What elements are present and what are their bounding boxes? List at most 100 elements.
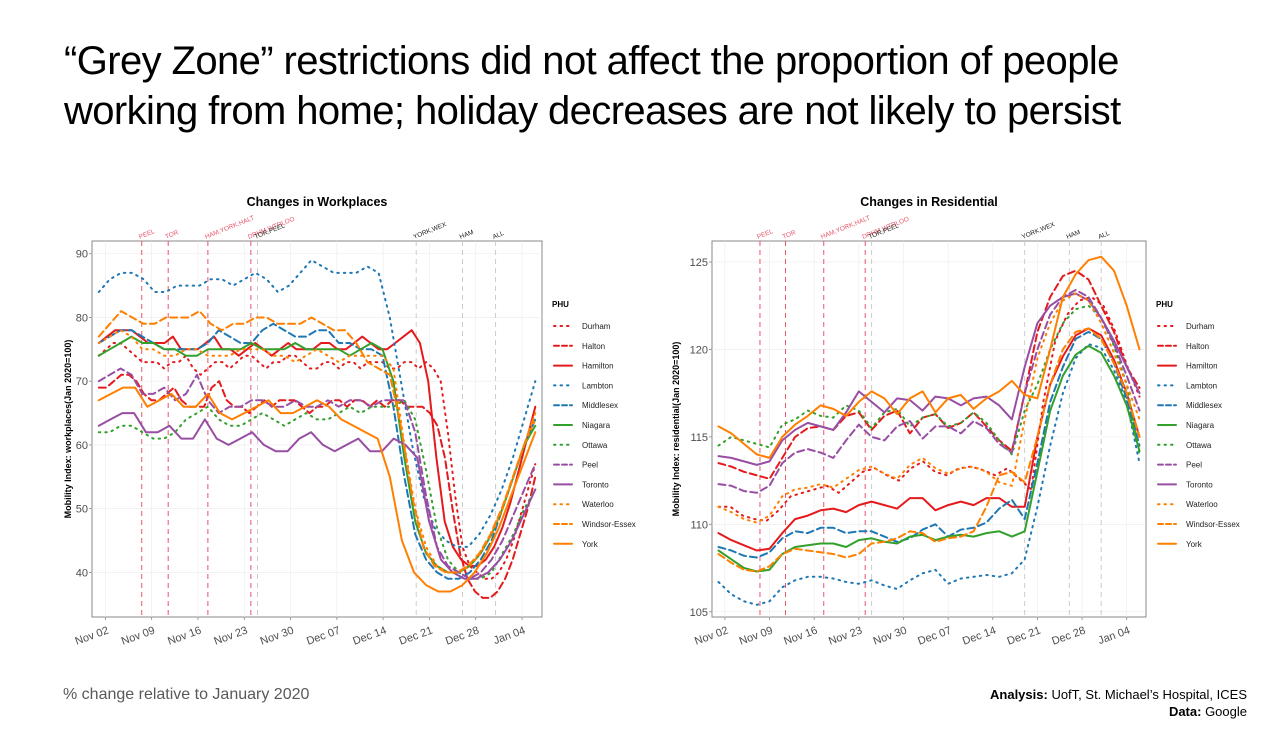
legend-label: Halton xyxy=(582,342,605,351)
legend-label: Ottawa xyxy=(582,441,608,450)
series-line-york xyxy=(97,386,537,593)
x-tick-label: Dec 21 xyxy=(1006,625,1043,648)
y-tick-label: 120 xyxy=(690,344,708,356)
event-label: HAM xyxy=(1065,229,1081,241)
x-tick-label: Dec 14 xyxy=(351,625,388,648)
slide-title-line-2: working from home; holiday decreases are… xyxy=(64,89,1121,133)
series-line-halton xyxy=(717,269,1141,480)
series-line-toronto xyxy=(97,412,537,580)
series-line-hamilton xyxy=(717,327,1141,552)
series-line-york xyxy=(717,255,1141,459)
legend-title: PHU xyxy=(1156,300,1173,309)
y-tick-label: 115 xyxy=(690,432,708,444)
legend-label: Niagara xyxy=(1186,421,1215,430)
analysis-credit: Analysis: UofT, St. Michael’s Hospital, … xyxy=(990,687,1247,702)
y-tick-label: 110 xyxy=(690,519,708,531)
event-label: PEEL xyxy=(138,228,156,241)
event-label: YORK,WEX xyxy=(412,221,448,241)
x-tick-label: Nov 09 xyxy=(120,625,157,648)
chart-title: Changes in Residential xyxy=(860,195,998,209)
plot-panel xyxy=(711,240,1147,618)
series-line-durham xyxy=(717,296,1141,522)
x-tick-label: Nov 23 xyxy=(212,625,249,648)
series-line-waterloo xyxy=(97,329,537,574)
series-line-ottawa xyxy=(97,399,537,580)
x-tick-label: Nov 16 xyxy=(782,625,819,648)
y-axis-label: Mobility Index: workplaces(Jan 2020=100) xyxy=(63,340,73,519)
legend-label: Toronto xyxy=(1186,480,1213,489)
legend-label: Waterloo xyxy=(582,500,614,509)
y-tick-label: 90 xyxy=(76,249,88,261)
event-label: HAM xyxy=(459,229,475,241)
series-line-windsor-essex xyxy=(97,310,537,574)
legend-label: York xyxy=(582,540,599,549)
y-axis-label: Mobility Index: residential(Jan 2020=100… xyxy=(671,342,681,517)
y-tick-label: 60 xyxy=(76,440,88,452)
legend-label: Windsor-Essex xyxy=(1186,520,1240,529)
x-tick-label: Nov 09 xyxy=(738,625,775,648)
event-label: PEEL xyxy=(756,228,774,241)
legend-label: Peel xyxy=(1186,461,1202,470)
slide-title-line-1: “Grey Zone” restrictions did not affect … xyxy=(64,39,1119,83)
series-line-peel xyxy=(97,367,537,580)
legend-label: Peel xyxy=(582,461,598,470)
legend-label: York xyxy=(1186,540,1203,549)
x-tick-label: Dec 28 xyxy=(1050,625,1087,648)
legend-label: Toronto xyxy=(582,480,609,489)
legend-label: Hamilton xyxy=(1186,362,1218,371)
y-tick-label: 50 xyxy=(76,504,88,516)
x-tick-label: Nov 30 xyxy=(259,625,296,648)
legend-label: Waterloo xyxy=(1186,500,1218,509)
data-credit: Data: Google xyxy=(1168,704,1247,719)
x-tick-label: Dec 07 xyxy=(305,625,342,648)
footnote: % change relative to January 2020 xyxy=(63,686,310,703)
x-tick-label: Nov 16 xyxy=(166,625,203,648)
series-line-peel xyxy=(717,289,1141,494)
series-line-ottawa xyxy=(717,304,1141,456)
x-tick-label: Jan 04 xyxy=(1097,625,1132,648)
legend-label: Windsor-Essex xyxy=(582,520,636,529)
x-tick-label: Dec 28 xyxy=(444,625,481,648)
event-label: TOR xyxy=(164,229,180,241)
y-tick-label: 105 xyxy=(690,607,708,619)
x-tick-label: Nov 02 xyxy=(693,625,730,648)
series-line-waterloo xyxy=(717,292,1141,524)
chart-title: Changes in Workplaces xyxy=(247,195,388,209)
y-tick-label: 125 xyxy=(690,257,708,269)
x-tick-label: Jan 04 xyxy=(492,625,527,648)
legend-label: Lambton xyxy=(582,381,613,390)
legend-label: Niagara xyxy=(582,421,611,430)
series-line-hamilton xyxy=(97,329,537,567)
series-line-durham xyxy=(97,342,537,580)
event-label: YORK,WEX xyxy=(1021,221,1057,241)
x-tick-label: Dec 14 xyxy=(961,625,998,648)
legend-label: Middlesex xyxy=(1186,401,1222,410)
legend-label: Lambton xyxy=(1186,381,1217,390)
x-tick-label: Nov 02 xyxy=(74,625,111,648)
x-tick-label: Nov 23 xyxy=(827,625,864,648)
plot-panel xyxy=(91,240,543,618)
legend-title: PHU xyxy=(552,300,569,309)
y-tick-label: 80 xyxy=(76,312,88,324)
credits: Analysis: UofT, St. Michael’s Hospital, … xyxy=(990,686,1247,720)
event-label: ALL xyxy=(492,230,506,241)
legend-label: Middlesex xyxy=(582,401,618,410)
y-tick-label: 70 xyxy=(76,376,88,388)
event-label: TOR xyxy=(782,229,798,241)
x-tick-label: Nov 30 xyxy=(872,625,909,648)
series-line-lambton xyxy=(717,343,1141,606)
legend-label: Hamilton xyxy=(582,362,614,371)
workplaces-chart: Changes in Workplaces 40 50 60 70 80 90 Nov 02 N… xyxy=(63,195,636,648)
event-label: ALL xyxy=(1097,230,1111,241)
y-tick-label: 40 xyxy=(76,567,88,579)
residential-chart: Changes in Residential 105 110 115 120 125 Nov… xyxy=(671,195,1240,648)
legend-label: Durham xyxy=(582,322,611,331)
series-line-middlesex xyxy=(717,330,1141,559)
x-tick-label: Dec 21 xyxy=(398,625,435,648)
legend-label: Durham xyxy=(1186,322,1215,331)
legend-label: Ottawa xyxy=(1186,441,1212,450)
series-line-windsor-essex xyxy=(717,327,1141,573)
slide-title: “Grey Zone” restrictions did not affect … xyxy=(64,36,1244,136)
legend-label: Halton xyxy=(1186,342,1209,351)
x-tick-label: Dec 07 xyxy=(916,625,953,648)
